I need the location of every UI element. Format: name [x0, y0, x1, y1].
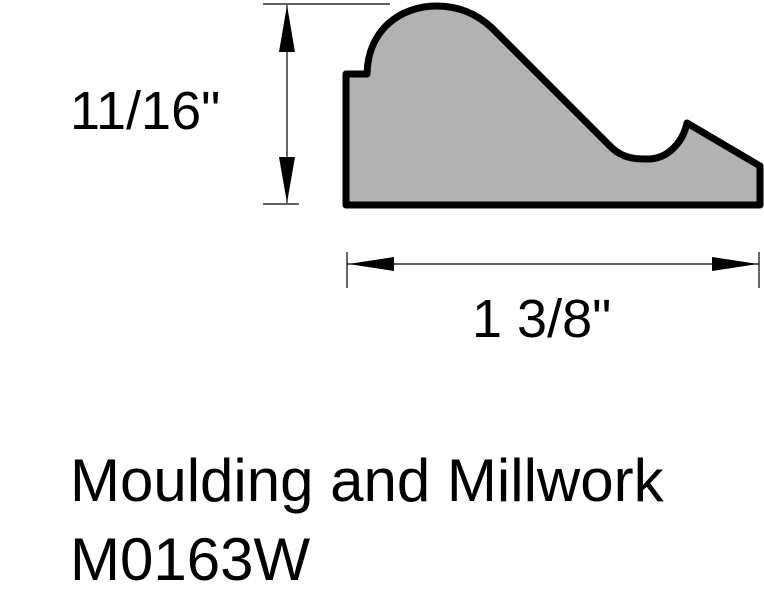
arrow-up-icon [279, 5, 295, 52]
arrow-down-icon [279, 157, 295, 203]
arrow-right-icon [712, 257, 758, 271]
width-dimension [346, 252, 760, 288]
product-code: M0163W [70, 526, 311, 593]
height-dimension [263, 3, 390, 205]
height-label: 11/16" [70, 81, 221, 141]
width-label: 1 3/8" [472, 289, 612, 349]
company-name: Moulding and Millwork [70, 447, 664, 514]
arrow-left-icon [348, 257, 394, 271]
moulding-profile [342, 2, 764, 209]
